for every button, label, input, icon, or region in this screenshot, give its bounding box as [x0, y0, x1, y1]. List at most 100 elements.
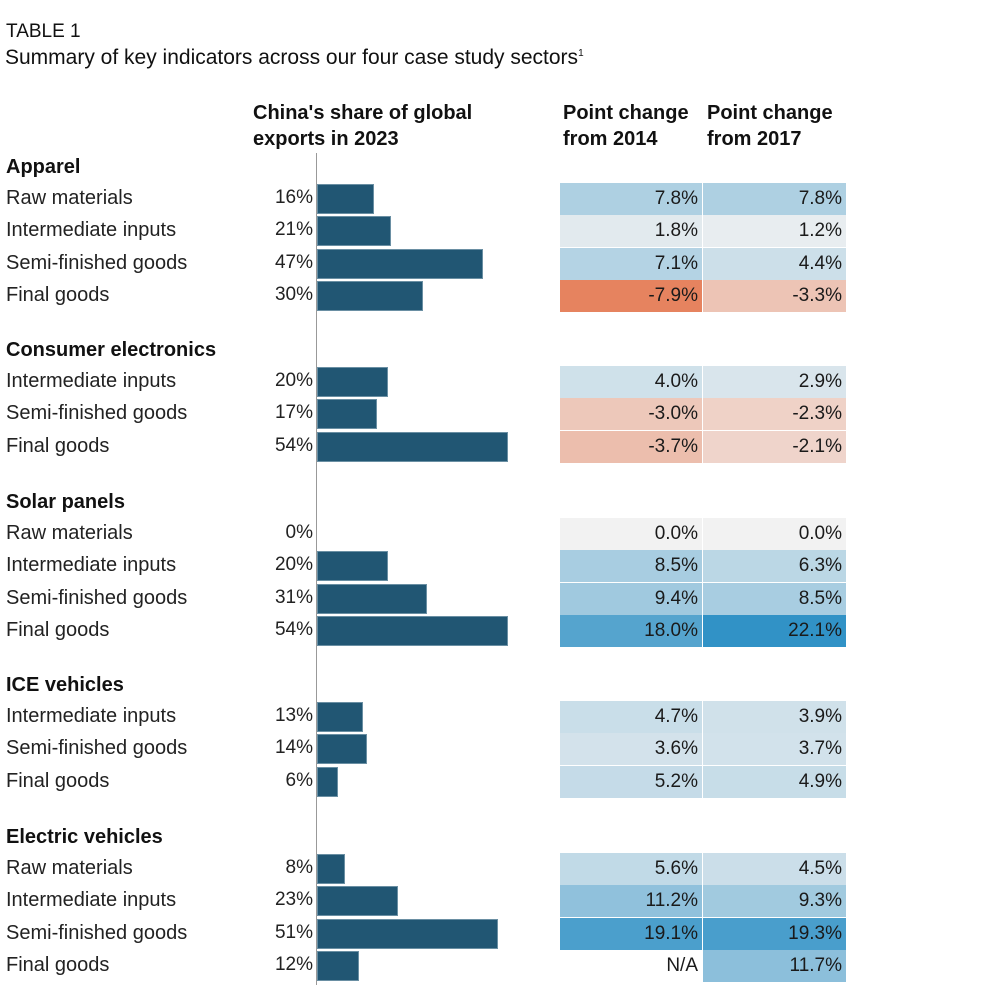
bar-axis-line — [316, 153, 317, 985]
row-label: Raw materials — [6, 522, 133, 544]
change-2014-cell: -3.0% — [560, 398, 702, 431]
row-label: Final goods — [6, 284, 110, 307]
share-bar — [317, 854, 346, 884]
share-bar — [317, 734, 367, 765]
share-bar — [317, 248, 484, 279]
share-bar — [317, 399, 378, 430]
share-label: 51% — [274, 921, 313, 943]
share-bar — [317, 702, 364, 732]
row-label: Intermediate inputs — [6, 554, 177, 577]
share-bar — [317, 216, 392, 247]
change-2017-cell: 1.2% — [703, 215, 846, 248]
share-label: 20% — [274, 370, 313, 391]
group-heading: ICE vehicles — [6, 674, 124, 696]
share-bar — [317, 551, 388, 582]
row-label: Raw materials — [6, 187, 133, 209]
share-label: 23% — [274, 889, 313, 911]
share-label: 31% — [274, 586, 313, 608]
change-2017-cell: 2.9% — [703, 366, 846, 398]
group-heading: Apparel — [6, 156, 81, 178]
share-bar — [317, 431, 509, 462]
share-label: 54% — [274, 619, 313, 641]
share-bar — [317, 766, 339, 797]
group-heading: Solar panels — [6, 491, 125, 513]
table-label: TABLE 1 — [6, 21, 81, 42]
share-label: 20% — [274, 554, 313, 576]
header-line: from 2017 — [707, 128, 802, 150]
change-2017-cell: 3.7% — [703, 733, 846, 766]
share-bar — [317, 886, 399, 917]
change-2017-cell: 22.1% — [703, 615, 846, 648]
row-label: Intermediate inputs — [6, 219, 177, 242]
header-share: China's share of global exports in 2023 — [253, 100, 472, 152]
share-label: 47% — [274, 251, 313, 273]
share-label: 13% — [274, 705, 313, 726]
row-label: Final goods — [6, 769, 110, 792]
row-label: Intermediate inputs — [6, 889, 177, 912]
share-bar — [317, 367, 388, 397]
change-2014-cell: 18.0% — [560, 615, 702, 648]
share-label: 30% — [274, 284, 313, 306]
change-2014-cell: 3.6% — [560, 733, 702, 766]
share-bar — [317, 616, 509, 647]
header-line: China's share of global — [253, 102, 473, 124]
change-2017-cell: 8.5% — [703, 582, 846, 615]
header-line: from 2014 — [563, 128, 658, 150]
change-2014-cell: -7.9% — [560, 280, 702, 313]
header-line: Point change — [707, 102, 833, 124]
change-2017-cell: 11.7% — [703, 950, 846, 983]
share-bar — [317, 918, 498, 949]
change-2017-cell: 6.3% — [703, 550, 846, 583]
group-heading: Consumer electronics — [6, 339, 217, 361]
share-bar — [317, 951, 360, 982]
change-2017-cell: 4.4% — [703, 247, 846, 280]
row-label: Semi-finished goods — [6, 921, 188, 944]
row-label: Intermediate inputs — [6, 705, 177, 727]
change-2017-cell: 4.5% — [703, 853, 846, 885]
change-2017-cell: 0.0% — [703, 518, 846, 550]
row-label: Final goods — [6, 434, 110, 457]
change-2017-cell: 9.3% — [703, 885, 846, 918]
share-label: 6% — [285, 769, 313, 791]
share-label: 0% — [285, 522, 313, 543]
change-2014-cell: 7.1% — [560, 247, 702, 280]
header-line: Point change — [563, 102, 689, 124]
change-2017-cell: 4.9% — [703, 765, 846, 798]
change-2014-cell: 4.7% — [560, 701, 702, 733]
row-label: Semi-finished goods — [6, 586, 188, 609]
change-2014-cell: 1.8% — [560, 215, 702, 248]
share-label: 12% — [274, 954, 313, 976]
share-label: 54% — [274, 434, 313, 456]
change-2017-cell: 3.9% — [703, 701, 846, 733]
change-2017-cell: -2.1% — [703, 430, 846, 463]
row-label: Final goods — [6, 619, 110, 642]
title-footnote: 1 — [578, 48, 584, 59]
row-label: Semi-finished goods — [6, 251, 188, 274]
share-label: 16% — [274, 187, 313, 208]
change-2014-cell: 11.2% — [560, 885, 702, 918]
share-label: 21% — [274, 219, 313, 241]
change-2014-cell: 4.0% — [560, 366, 702, 398]
share-bar — [317, 184, 374, 214]
row-label: Final goods — [6, 954, 110, 977]
change-2014-cell: 5.6% — [560, 853, 702, 885]
change-2014-cell: 8.5% — [560, 550, 702, 583]
share-bar — [317, 583, 427, 614]
row-label: Semi-finished goods — [6, 402, 188, 425]
header-2017: Point change from 2017 — [707, 100, 833, 152]
title-text: Summary of key indicators across our fou… — [5, 46, 579, 69]
change-2017-cell: -3.3% — [703, 280, 846, 313]
change-2014-cell: -3.7% — [560, 430, 702, 463]
row-label: Semi-finished goods — [6, 737, 188, 760]
change-2014-cell: 9.4% — [560, 582, 702, 615]
change-2014-cell: 7.8% — [560, 183, 702, 215]
change-2014-cell: 0.0% — [560, 518, 702, 550]
change-2014-cell: 19.1% — [560, 917, 702, 950]
share-label: 14% — [274, 737, 313, 759]
share-bar — [317, 281, 424, 312]
change-2014-cell: 5.2% — [560, 765, 702, 798]
table-title: Summary of key indicators across our fou… — [5, 46, 584, 70]
change-2017-cell: 7.8% — [703, 183, 846, 215]
row-label: Raw materials — [6, 857, 133, 879]
group-heading: Electric vehicles — [6, 826, 163, 848]
